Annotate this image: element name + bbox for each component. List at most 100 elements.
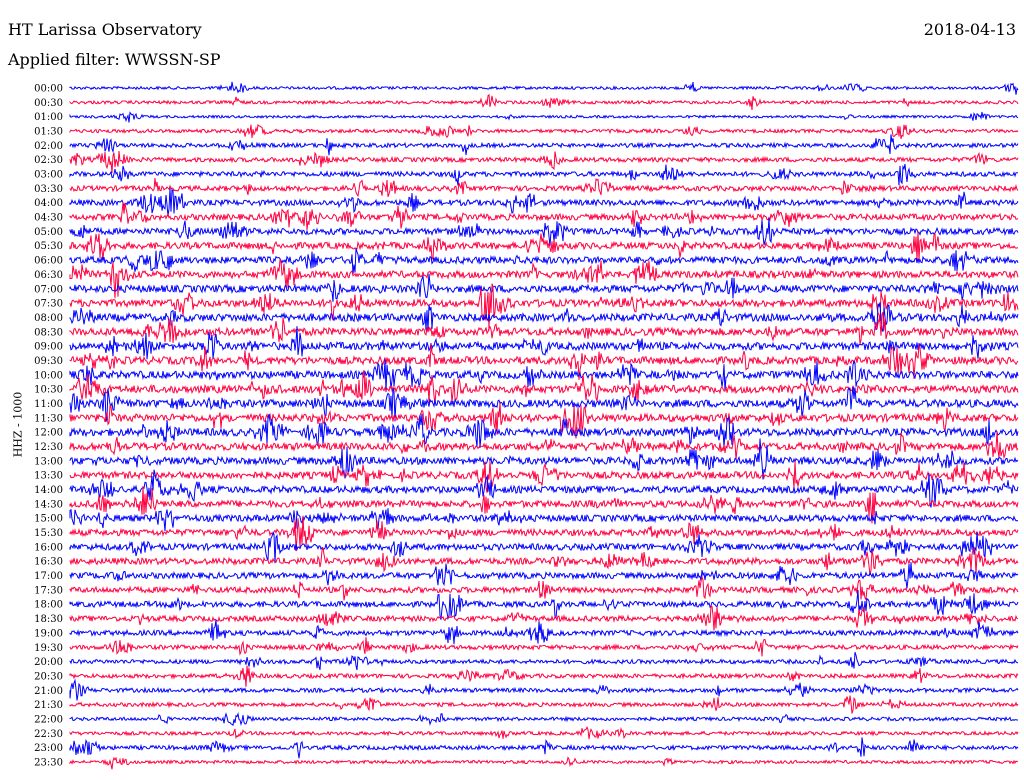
time-tick-label: 01:00 [34, 112, 63, 123]
time-tick-label: 04:30 [34, 213, 63, 224]
time-tick-label: 13:00 [34, 456, 63, 467]
seismic-trace [69, 531, 1019, 564]
seismic-trace [69, 326, 1019, 360]
time-tick-label: 16:00 [34, 542, 63, 553]
seismic-trace [69, 81, 1019, 95]
time-tick-label: 19:30 [34, 643, 63, 654]
time-tick-label: 09:30 [34, 356, 63, 367]
seismic-trace [69, 402, 1019, 439]
seismic-trace [69, 637, 1019, 657]
seismic-trace [69, 486, 1019, 524]
date-label: 2018-04-13 [923, 20, 1016, 39]
time-tick-label: 00:00 [34, 84, 63, 95]
filter-label: Applied filter: WWSSN-SP [8, 50, 221, 69]
seismic-trace [69, 302, 1019, 332]
time-tick-label: 11:30 [34, 413, 63, 424]
seismic-trace [69, 430, 1019, 460]
time-tick-label: 16:30 [34, 557, 63, 568]
seismic-trace [69, 469, 1019, 508]
time-tick-label: 12:30 [34, 442, 63, 453]
seismic-trace [69, 712, 1018, 727]
time-tick-label: 20:00 [34, 657, 63, 668]
seismic-trace [69, 575, 1019, 602]
seismic-trace [69, 547, 1019, 576]
time-tick-label: 10:00 [34, 370, 63, 381]
seismic-trace [69, 695, 1019, 714]
seismic-trace [69, 725, 1019, 740]
time-tick-label: 08:00 [34, 313, 63, 324]
seismic-trace [69, 283, 1019, 331]
time-tick-label: 23:30 [34, 757, 63, 768]
seismic-trace [69, 619, 1019, 645]
time-tick-label: 03:00 [34, 170, 63, 181]
time-tick-label: 02:30 [34, 155, 63, 166]
time-tick-label: 07:30 [34, 299, 63, 310]
seismic-trace [69, 111, 1019, 123]
time-tick-label: 06:00 [34, 256, 63, 267]
seismic-trace [69, 177, 1019, 198]
seismic-trace [69, 678, 1019, 701]
seismic-trace [69, 163, 1018, 186]
time-tick-label: 00:30 [34, 98, 63, 109]
seismic-trace [69, 217, 1019, 246]
seismic-trace [69, 737, 1019, 759]
time-tick-label: 02:00 [34, 141, 63, 152]
seismic-trace [69, 188, 1019, 217]
time-tick-label: 12:00 [34, 428, 63, 439]
seismic-trace [69, 651, 1019, 671]
time-tick-label: 20:30 [34, 671, 63, 682]
time-tick-label: 01:30 [34, 127, 63, 138]
seismic-trace [69, 359, 1019, 393]
time-tick-label: 13:30 [34, 471, 63, 482]
seismic-trace [69, 257, 1019, 299]
seismic-trace [69, 413, 1019, 448]
time-tick-label: 11:00 [34, 399, 63, 410]
time-tick-label: 14:30 [34, 499, 63, 510]
time-tick-label: 07:00 [34, 284, 63, 295]
seismic-trace [69, 202, 1019, 231]
time-tick-label: 08:30 [34, 327, 63, 338]
time-tick-label: 15:00 [34, 514, 63, 525]
time-tick-label: 10:30 [34, 385, 63, 396]
time-tick-label: 09:00 [34, 342, 63, 353]
time-tick-label: 05:30 [34, 241, 63, 252]
time-tick-label: 03:30 [34, 184, 63, 195]
time-tick-label: 19:00 [34, 628, 63, 639]
seismic-trace [69, 248, 1019, 275]
seismic-trace [69, 124, 1019, 139]
seismic-trace [69, 343, 1019, 380]
seismic-trace [69, 312, 1019, 345]
seismic-trace [69, 369, 1019, 404]
seismic-trace [69, 515, 1019, 552]
seismic-trace [69, 273, 1019, 302]
seismic-trace [69, 605, 1019, 631]
time-tick-label: 17:30 [34, 585, 63, 596]
seismic-trace [69, 460, 1019, 493]
time-tick-label: 22:30 [34, 729, 63, 740]
time-tick-label: 17:00 [34, 571, 63, 582]
time-tick-label: 21:00 [34, 686, 63, 697]
time-tick-label: 14:00 [34, 485, 63, 496]
seismic-trace [69, 438, 1019, 480]
time-tick-label: 06:30 [34, 270, 63, 281]
time-tick-label: 18:00 [34, 600, 63, 611]
time-tick-label: 21:30 [34, 700, 63, 711]
seismic-trace [69, 589, 1019, 621]
time-tick-label: 22:00 [34, 714, 63, 725]
seismic-trace [69, 386, 1019, 422]
seismic-trace [69, 134, 1019, 156]
seismic-trace [69, 562, 1019, 589]
seismic-trace [69, 756, 1019, 770]
seismic-trace [69, 93, 1019, 111]
time-tick-label: 04:00 [34, 198, 63, 209]
time-tick-label: 18:30 [34, 614, 63, 625]
time-tick-label: 05:00 [34, 227, 63, 238]
seismic-trace [69, 508, 1019, 532]
seismic-trace [69, 665, 1019, 687]
seismic-trace [69, 150, 1019, 173]
time-tick-label: 15:30 [34, 528, 63, 539]
station-title: HT Larissa Observatory [8, 20, 202, 39]
time-tick-label: 23:00 [34, 743, 63, 754]
seismic-trace [69, 231, 1019, 261]
